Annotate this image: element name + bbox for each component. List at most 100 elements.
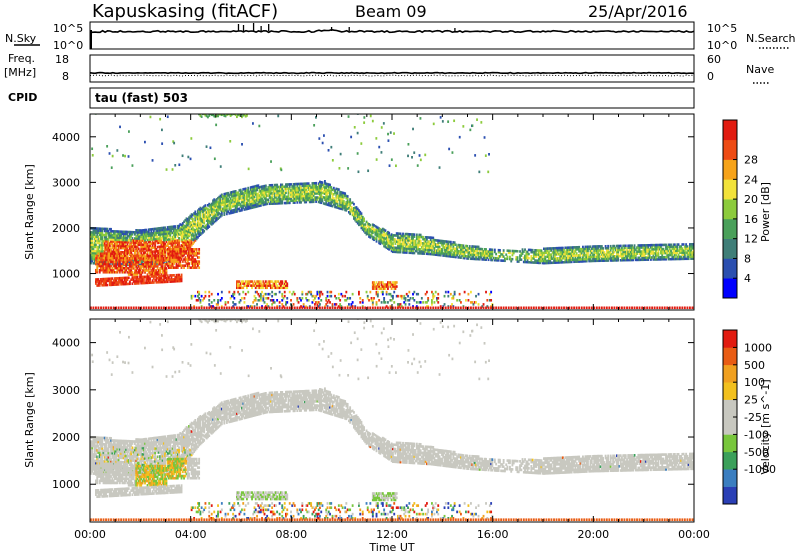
power-cell bbox=[108, 264, 111, 268]
power-cell bbox=[207, 226, 209, 230]
power-cell bbox=[327, 185, 330, 188]
power-cell bbox=[126, 258, 129, 262]
power-cell bbox=[154, 279, 157, 282]
power-cell bbox=[526, 250, 529, 254]
power-cell bbox=[146, 273, 149, 276]
power-cell bbox=[185, 248, 188, 251]
power-cell bbox=[271, 188, 274, 191]
power-cell bbox=[374, 237, 377, 240]
power-cell bbox=[368, 225, 370, 228]
power-cell bbox=[302, 194, 305, 198]
power-cell bbox=[101, 233, 104, 237]
power-cell bbox=[209, 209, 212, 213]
power-cell bbox=[566, 256, 569, 260]
power-cell bbox=[147, 254, 150, 258]
power-cell bbox=[291, 199, 294, 202]
power-cell bbox=[112, 238, 115, 241]
power-cell bbox=[111, 277, 114, 280]
power-cell bbox=[680, 257, 683, 261]
power-cell bbox=[173, 227, 175, 230]
power-cell bbox=[376, 232, 379, 236]
power-cell bbox=[219, 200, 222, 204]
power-cell bbox=[549, 249, 552, 252]
power-cell bbox=[570, 246, 573, 249]
power-cell bbox=[180, 256, 183, 260]
power-cell bbox=[573, 246, 576, 249]
power-cell bbox=[605, 247, 608, 250]
power-cell bbox=[102, 244, 105, 247]
power-cell bbox=[198, 218, 201, 221]
power-cell bbox=[194, 254, 197, 257]
power-cell bbox=[248, 280, 251, 283]
power-cell bbox=[312, 200, 315, 204]
power-cell bbox=[121, 230, 124, 234]
power-cell bbox=[185, 262, 188, 265]
power-cell bbox=[184, 239, 187, 242]
power-cell bbox=[112, 248, 115, 252]
power-cell bbox=[427, 246, 430, 249]
power-cell bbox=[568, 254, 571, 258]
power-cell bbox=[261, 286, 263, 290]
power-cell bbox=[660, 245, 662, 249]
power-cell bbox=[191, 264, 194, 267]
power-cell bbox=[165, 261, 168, 264]
power-cell bbox=[264, 284, 267, 287]
power-cell bbox=[237, 203, 240, 207]
power-cell bbox=[687, 249, 690, 252]
power-cell bbox=[150, 252, 153, 256]
power-cell bbox=[482, 256, 485, 259]
power-cell bbox=[410, 241, 413, 244]
power-cell bbox=[597, 249, 599, 252]
power-cell bbox=[629, 252, 632, 256]
power-cell bbox=[140, 251, 143, 255]
power-cell bbox=[642, 256, 645, 259]
power-cell bbox=[102, 260, 105, 263]
power-cell bbox=[163, 269, 165, 272]
power-cell bbox=[163, 230, 165, 234]
power-cell bbox=[146, 259, 149, 262]
power-cell bbox=[147, 244, 150, 248]
power-cell bbox=[497, 255, 500, 258]
power-cell bbox=[336, 202, 339, 205]
power-cell bbox=[574, 254, 577, 257]
power-cell bbox=[161, 241, 164, 244]
power-cell bbox=[277, 195, 280, 199]
power-cell bbox=[273, 190, 276, 193]
power-cell bbox=[368, 231, 370, 234]
power-cell bbox=[120, 263, 123, 266]
power-cell bbox=[129, 261, 131, 265]
power-cell bbox=[124, 280, 126, 284]
power-cell bbox=[621, 254, 623, 258]
power-cell bbox=[159, 278, 162, 282]
power-cell bbox=[169, 258, 172, 261]
power-cell bbox=[92, 233, 95, 236]
power-cell bbox=[371, 231, 374, 235]
power-cell bbox=[197, 252, 199, 255]
power-cell bbox=[149, 281, 151, 284]
power-cell bbox=[281, 201, 284, 205]
power-cell bbox=[517, 260, 520, 263]
power-cell bbox=[212, 215, 214, 219]
power-cell bbox=[402, 240, 404, 244]
power-cell bbox=[587, 257, 589, 261]
power-cell bbox=[185, 217, 188, 220]
power-cell bbox=[116, 244, 119, 248]
power-cell bbox=[298, 184, 301, 188]
power-cell bbox=[95, 249, 97, 253]
power-cell bbox=[186, 240, 189, 243]
power-cell bbox=[161, 263, 164, 266]
power-cell bbox=[176, 229, 179, 232]
power-cell bbox=[159, 239, 162, 242]
power-cell bbox=[160, 230, 163, 234]
power-cell bbox=[97, 229, 100, 232]
power-cell bbox=[385, 238, 388, 241]
power-cell bbox=[213, 214, 216, 218]
power-cell bbox=[98, 229, 101, 232]
power-cell bbox=[166, 234, 169, 237]
power-cell bbox=[493, 248, 496, 252]
power-cell bbox=[180, 273, 183, 277]
power-cell bbox=[122, 256, 125, 260]
power-cell bbox=[379, 232, 382, 235]
power-cell bbox=[446, 252, 448, 256]
power-cell bbox=[185, 244, 188, 247]
